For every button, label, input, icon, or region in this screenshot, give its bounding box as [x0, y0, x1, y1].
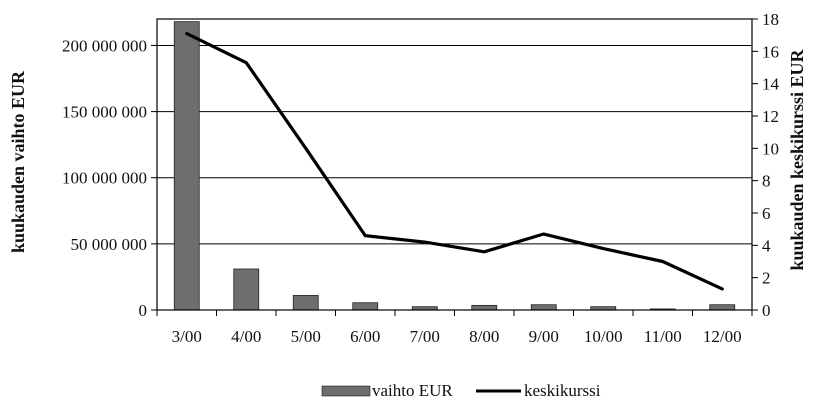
x-tick-label: 5/00: [291, 327, 321, 346]
x-tick-label: 10/00: [584, 327, 623, 346]
x-tick-label: 11/00: [644, 327, 682, 346]
x-tick-label: 3/00: [172, 327, 202, 346]
bar: [530, 304, 557, 311]
right-tick-label: 6: [762, 204, 771, 223]
left-tick-label: 200 000 000: [62, 36, 147, 55]
line-series: [185, 31, 724, 291]
bar: [471, 304, 498, 311]
x-tick-label: 12/00: [703, 327, 742, 346]
x-tick-label: 6/00: [350, 327, 380, 346]
bar: [292, 295, 319, 311]
line-path: [185, 31, 724, 291]
right-tick-label: 18: [762, 10, 779, 29]
legend-bar-label: vaihto EUR: [372, 381, 453, 400]
x-tick-label: 8/00: [469, 327, 499, 346]
bar-series: [173, 21, 736, 311]
legend-line-label: keskikurssi: [524, 381, 601, 400]
x-tick-label: 4/00: [231, 327, 261, 346]
right-axis-ticks: 0 2 4 6 8 10 12 14 16 18: [752, 10, 780, 320]
bar: [173, 21, 200, 311]
right-tick-label: 12: [762, 107, 779, 126]
right-tick-label: 0: [762, 301, 771, 320]
left-axis-ticks: 0 50 000 000 100 000 000 150 000 000 200 000…: [62, 36, 157, 320]
left-axis-title: kuukauden vaihto EUR: [8, 70, 28, 253]
x-tick-label: 9/00: [529, 327, 559, 346]
bar: [233, 268, 260, 311]
legend-bar-swatch: [321, 385, 371, 397]
right-tick-label: 14: [762, 75, 780, 94]
left-tick-label: 150 000 000: [62, 103, 147, 122]
right-tick-label: 10: [762, 139, 779, 158]
left-tick-label: 100 000 000: [62, 169, 147, 188]
right-tick-label: 2: [762, 269, 771, 288]
x-tick-label: 7/00: [410, 327, 440, 346]
gridlines: [157, 44, 752, 245]
bar: [709, 304, 736, 311]
right-tick-label: 16: [762, 42, 779, 61]
right-axis-title: kuukauden keskikurssi EUR: [787, 48, 807, 270]
bar: [352, 302, 379, 311]
right-tick-label: 4: [762, 236, 771, 255]
left-tick-label: 0: [139, 301, 148, 320]
right-tick-label: 8: [762, 172, 771, 191]
x-axis-ticks: 3/00 4/00 5/00 6/00 7/00 8/00 9/00 10/00 11/00 12…: [156, 310, 753, 346]
legend: vaihto EUR keskikurssi: [321, 381, 601, 400]
left-tick-label: 50 000 000: [71, 235, 148, 254]
